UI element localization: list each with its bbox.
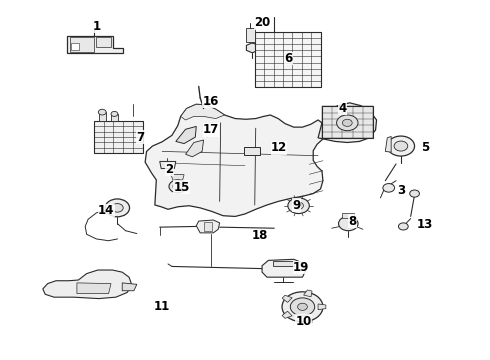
- Polygon shape: [304, 317, 312, 324]
- Polygon shape: [67, 36, 123, 53]
- Polygon shape: [322, 107, 373, 138]
- Polygon shape: [255, 32, 320, 87]
- Circle shape: [337, 115, 358, 131]
- Circle shape: [410, 190, 419, 197]
- Text: 8: 8: [348, 215, 356, 228]
- Text: 4: 4: [338, 102, 346, 115]
- Polygon shape: [171, 175, 184, 180]
- Text: 5: 5: [421, 141, 429, 154]
- Polygon shape: [97, 37, 111, 47]
- Polygon shape: [262, 259, 306, 277]
- Polygon shape: [94, 121, 143, 153]
- Text: 10: 10: [295, 315, 312, 328]
- Polygon shape: [246, 43, 258, 53]
- Polygon shape: [385, 136, 391, 152]
- Circle shape: [387, 136, 415, 156]
- Circle shape: [398, 223, 408, 230]
- Circle shape: [288, 198, 309, 213]
- Text: 11: 11: [154, 300, 171, 313]
- Polygon shape: [70, 37, 94, 52]
- Polygon shape: [71, 43, 79, 50]
- Circle shape: [169, 180, 187, 193]
- Polygon shape: [122, 283, 137, 291]
- Text: 9: 9: [292, 198, 300, 212]
- Circle shape: [105, 199, 129, 217]
- Polygon shape: [244, 147, 260, 155]
- Text: 17: 17: [203, 123, 219, 136]
- Text: 6: 6: [285, 52, 293, 65]
- Polygon shape: [77, 283, 111, 294]
- Text: 7: 7: [136, 131, 145, 144]
- Text: 2: 2: [166, 163, 173, 176]
- Text: 20: 20: [254, 16, 270, 29]
- Polygon shape: [111, 114, 118, 121]
- Polygon shape: [99, 112, 106, 121]
- Text: 14: 14: [98, 204, 114, 217]
- Polygon shape: [318, 304, 326, 310]
- Polygon shape: [181, 104, 224, 120]
- Circle shape: [394, 141, 408, 151]
- Text: 3: 3: [397, 184, 405, 197]
- Circle shape: [112, 203, 123, 212]
- Polygon shape: [160, 161, 176, 168]
- Text: 13: 13: [417, 218, 433, 231]
- Text: 1: 1: [92, 20, 100, 33]
- Circle shape: [98, 109, 106, 115]
- Polygon shape: [304, 290, 312, 297]
- Polygon shape: [196, 220, 220, 233]
- Polygon shape: [282, 295, 292, 302]
- Text: 18: 18: [251, 229, 268, 242]
- Polygon shape: [273, 261, 294, 266]
- Circle shape: [173, 183, 183, 190]
- Circle shape: [290, 298, 315, 316]
- Circle shape: [383, 184, 394, 192]
- Text: 15: 15: [173, 181, 190, 194]
- Text: 16: 16: [203, 95, 219, 108]
- Circle shape: [339, 216, 358, 231]
- Circle shape: [282, 292, 323, 322]
- Text: 12: 12: [271, 141, 287, 154]
- Polygon shape: [282, 311, 292, 318]
- Circle shape: [111, 111, 118, 116]
- Polygon shape: [43, 270, 132, 298]
- Polygon shape: [145, 104, 325, 216]
- Polygon shape: [176, 126, 196, 144]
- Polygon shape: [246, 28, 255, 42]
- Polygon shape: [186, 140, 203, 157]
- Circle shape: [297, 303, 307, 310]
- Polygon shape: [343, 213, 354, 217]
- Circle shape: [343, 119, 352, 126]
- Text: 19: 19: [293, 261, 309, 274]
- Polygon shape: [203, 222, 212, 231]
- Circle shape: [294, 202, 303, 209]
- Polygon shape: [318, 103, 376, 143]
